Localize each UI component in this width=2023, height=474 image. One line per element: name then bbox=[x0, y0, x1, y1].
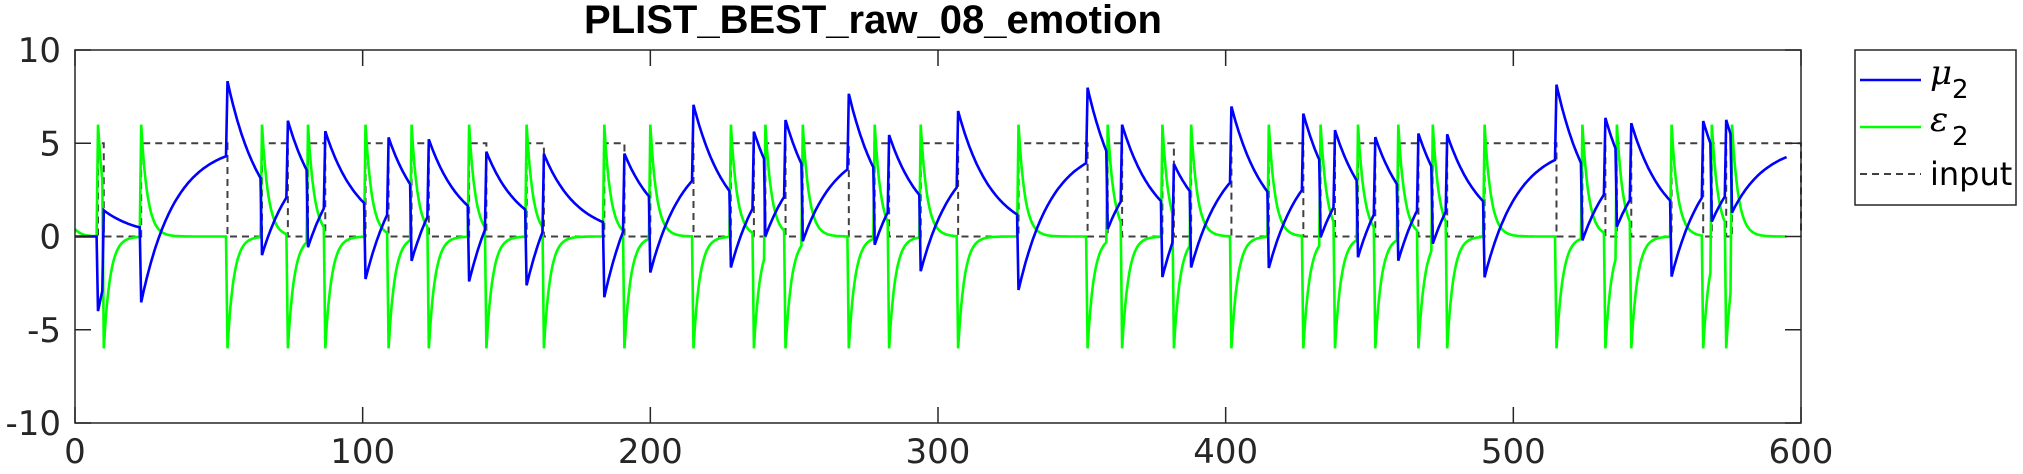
y-tick-label: 10 bbox=[18, 31, 61, 71]
x-tick-label: 600 bbox=[1769, 432, 1834, 472]
x-tick-label: 200 bbox=[618, 432, 683, 472]
legend-symbol-mu2: μ bbox=[1930, 53, 1952, 93]
x-tick-label: 400 bbox=[1193, 432, 1258, 472]
legend-subscript-eps2: 2 bbox=[1952, 122, 1969, 152]
y-tick-label: 5 bbox=[39, 124, 61, 164]
legend-symbol-eps2: ε bbox=[1930, 100, 1948, 140]
legend-label-input: input bbox=[1930, 155, 2012, 193]
chart-title: PLIST_BEST_raw_08_emotion bbox=[584, 0, 1162, 42]
y-tick-label: 0 bbox=[39, 218, 61, 258]
legend-subscript-mu2: 2 bbox=[1952, 75, 1969, 105]
series-epsilon2 bbox=[74, 124, 1787, 349]
x-tick-label: 100 bbox=[330, 432, 395, 472]
x-tick-label: 0 bbox=[64, 432, 86, 472]
x-tick-label: 500 bbox=[1481, 432, 1546, 472]
x-tick-label: 300 bbox=[906, 432, 971, 472]
y-tick-label: -5 bbox=[27, 311, 61, 351]
y-tick-label: -10 bbox=[5, 404, 61, 444]
series-mu2 bbox=[75, 80, 1788, 312]
